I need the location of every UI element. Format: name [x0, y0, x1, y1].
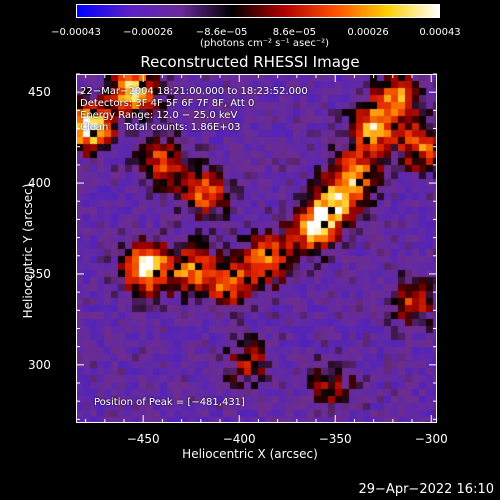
colorbar-tick-label: −8.6e−05 — [195, 27, 248, 38]
annotation-clean-counts: Clean Total counts: 1.86E+03 — [80, 122, 241, 133]
x-tick-label: −300 — [414, 432, 448, 446]
chart-title: Reconstructed RHESSI Image — [140, 53, 360, 71]
colorbar-tick-label: −0.00026 — [123, 27, 173, 38]
x-tick-label: −400 — [222, 432, 256, 446]
colorbar-tick-label: 0.00026 — [347, 27, 389, 38]
heatmap-image — [76, 74, 437, 423]
x-axis-label: Heliocentric X (arcsec) — [182, 447, 318, 461]
y-tick-label: 450 — [28, 85, 51, 100]
y-tick-label: 400 — [28, 176, 51, 191]
colorbar — [76, 4, 440, 18]
colorbar-units: (photons cm⁻² s⁻¹ asec⁻²) — [200, 38, 330, 49]
colorbar-tick-label: 8.6e−05 — [272, 27, 316, 38]
colorbar-tick-label: −0.00043 — [51, 27, 101, 38]
annotation-energy-range: Energy Range: 12.0 − 25.0 keV — [80, 110, 238, 121]
y-tick-label: 300 — [28, 357, 51, 372]
annotation-detectors: Detectors: 3F 4F 5F 6F 7F 8F, Att 0 — [80, 98, 255, 109]
x-tick-label: −450 — [126, 432, 160, 446]
plot-frame — [76, 74, 437, 423]
y-axis-label: Heliocentric Y (arcsec) — [21, 183, 35, 319]
annotation-time-range: 22−Mar−2004 18:21:00.000 to 18:23:52.000 — [80, 86, 308, 97]
colorbar-tick-labels: −0.00043 −0.00026 −8.6e−05 8.6e−05 0.00026 0.… — [0, 0, 500, 40]
peak-position-label: Position of Peak = [−481,431] — [94, 397, 245, 408]
y-tick-label: 350 — [28, 266, 51, 281]
colorbar-tick-label: 0.00043 — [419, 27, 461, 38]
x-tick-label: −350 — [318, 432, 352, 446]
footer-timestamp: 29−Apr−2022 16:10 — [358, 482, 495, 497]
heatmap-plot-area — [76, 74, 437, 423]
